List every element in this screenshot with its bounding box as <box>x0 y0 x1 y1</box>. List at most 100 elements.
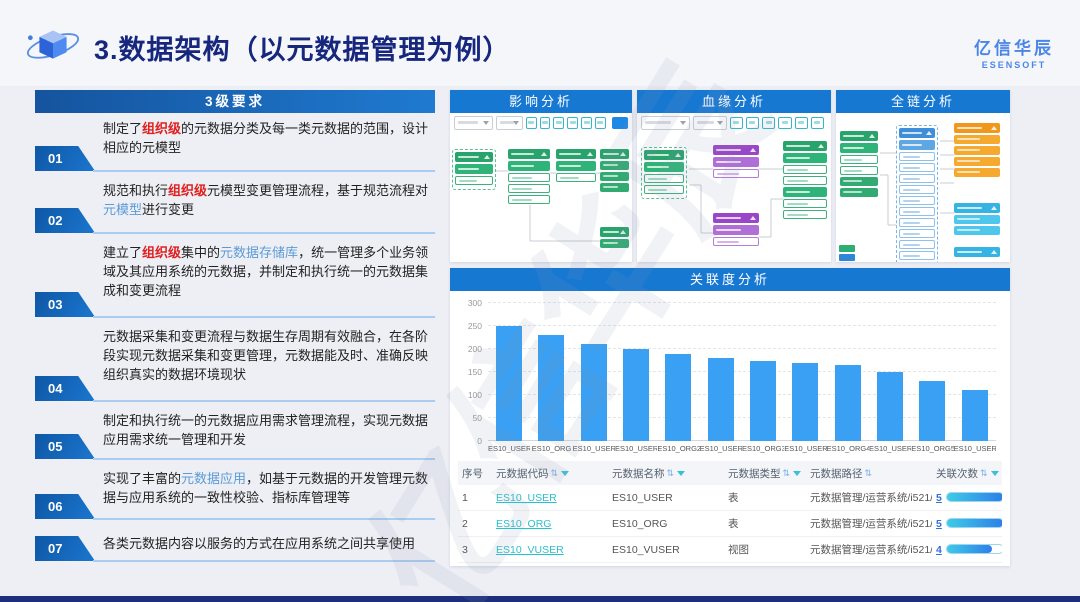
node-row[interactable] <box>899 251 935 260</box>
node-row[interactable] <box>899 229 935 238</box>
node-row[interactable] <box>508 184 550 193</box>
bar[interactable] <box>961 390 988 441</box>
node-header[interactable] <box>713 213 759 223</box>
sort-icon[interactable]: ⇅ <box>550 467 559 478</box>
node-row[interactable] <box>954 215 1000 224</box>
node-row[interactable] <box>783 199 827 208</box>
filter-icon[interactable] <box>793 470 802 476</box>
node-row[interactable] <box>899 185 935 194</box>
node-subheader[interactable] <box>783 187 827 197</box>
node-row[interactable] <box>600 183 629 192</box>
node-row[interactable] <box>954 168 1000 177</box>
toolbar-button[interactable] <box>745 117 760 129</box>
node-row[interactable] <box>508 195 550 204</box>
node-subheader[interactable] <box>899 140 935 150</box>
filter-icon[interactable] <box>990 470 999 476</box>
metadata-code-link[interactable]: ES10_ORG <box>496 517 552 530</box>
node-subheader[interactable] <box>556 161 596 171</box>
bar[interactable] <box>834 365 861 441</box>
node-header[interactable] <box>954 203 1000 213</box>
filter-icon[interactable] <box>677 470 686 476</box>
node-row[interactable] <box>899 196 935 205</box>
node-row[interactable] <box>840 155 878 164</box>
bar[interactable] <box>877 372 904 441</box>
filter-icon[interactable] <box>561 470 570 476</box>
bar[interactable] <box>538 335 565 441</box>
diagram-node-group[interactable] <box>783 141 827 221</box>
bar[interactable] <box>750 360 777 441</box>
node-row[interactable] <box>899 152 935 161</box>
node-row[interactable] <box>954 135 1000 144</box>
metadata-code-link[interactable]: ES10_VUSER <box>496 543 564 556</box>
toolbar-primary-button[interactable] <box>611 117 628 129</box>
diagram-node-group[interactable] <box>896 125 938 262</box>
diagram-node-group[interactable] <box>954 123 1000 179</box>
bar[interactable] <box>707 358 734 441</box>
toolbar-select[interactable] <box>495 116 523 130</box>
legend-chip[interactable] <box>839 254 855 261</box>
node-row[interactable] <box>899 207 935 216</box>
diagram-node-group[interactable] <box>713 145 759 180</box>
node-header[interactable] <box>455 152 493 162</box>
toolbar-button[interactable] <box>810 117 825 129</box>
diagram-node-group[interactable] <box>508 149 550 206</box>
node-header[interactable] <box>783 141 827 151</box>
toolbar-button[interactable] <box>567 117 579 129</box>
node-row[interactable] <box>899 174 935 183</box>
diagram-node-group[interactable] <box>954 247 1000 259</box>
bar[interactable] <box>580 344 607 441</box>
node-header[interactable] <box>713 145 759 155</box>
node-subheader[interactable] <box>644 162 684 172</box>
toolbar-button[interactable] <box>539 117 551 129</box>
node-row[interactable] <box>600 172 629 181</box>
node-row[interactable] <box>899 218 935 227</box>
diagram-node-group[interactable] <box>556 149 596 184</box>
node-row[interactable] <box>556 173 596 182</box>
sort-icon[interactable]: ⇅ <box>782 467 791 478</box>
node-row[interactable] <box>954 226 1000 235</box>
diagram-node-group[interactable] <box>641 147 687 199</box>
toolbar-select[interactable] <box>692 116 727 130</box>
toolbar-button[interactable] <box>525 117 537 129</box>
sort-icon[interactable]: ⇅ <box>864 467 873 478</box>
bar[interactable] <box>919 381 946 441</box>
legend-chip[interactable] <box>839 245 855 252</box>
node-row[interactable] <box>644 185 684 194</box>
toolbar-button[interactable] <box>581 117 592 129</box>
node-header[interactable] <box>954 123 1000 133</box>
toolbar-button[interactable] <box>553 117 565 129</box>
node-subheader[interactable] <box>713 225 759 235</box>
sort-icon[interactable]: ⇅ <box>980 467 988 478</box>
toolbar-button[interactable] <box>729 117 743 129</box>
node-subheader[interactable] <box>508 161 550 171</box>
node-header[interactable] <box>899 128 935 138</box>
node-row[interactable] <box>713 169 759 178</box>
node-row[interactable] <box>899 163 935 172</box>
node-row[interactable] <box>840 166 878 175</box>
diagram-node-group[interactable] <box>840 131 878 199</box>
toolbar-select[interactable] <box>454 116 493 130</box>
node-row[interactable] <box>783 165 827 174</box>
node-row[interactable] <box>508 173 550 182</box>
node-subheader[interactable] <box>783 153 827 163</box>
diagram-node-group[interactable] <box>600 149 629 194</box>
node-row[interactable] <box>600 239 629 248</box>
diagram-node-group[interactable] <box>954 203 1000 237</box>
node-subheader[interactable] <box>713 157 759 167</box>
node-subheader[interactable] <box>840 143 878 153</box>
node-header[interactable] <box>600 149 629 159</box>
count-link[interactable]: 4 <box>936 543 942 556</box>
node-row[interactable] <box>899 240 935 249</box>
node-header[interactable] <box>600 227 629 237</box>
toolbar-button[interactable] <box>762 117 776 129</box>
node-row[interactable] <box>840 188 878 197</box>
bar[interactable] <box>792 362 819 441</box>
node-row[interactable] <box>954 146 1000 155</box>
toolbar-button[interactable] <box>594 117 606 129</box>
sort-icon[interactable]: ⇅ <box>666 467 675 478</box>
node-row[interactable] <box>783 210 827 219</box>
toolbar-select[interactable] <box>641 116 690 130</box>
node-header[interactable] <box>508 149 550 159</box>
node-row[interactable] <box>713 237 759 246</box>
node-header[interactable] <box>840 131 878 141</box>
